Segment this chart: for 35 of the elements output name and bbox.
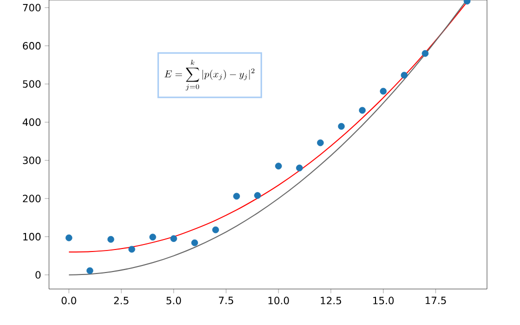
point: [149, 234, 156, 240]
y-tick-label: 200: [22, 194, 41, 202]
point: [338, 122, 345, 130]
y-tick-label: 400: [22, 118, 41, 126]
point: [107, 236, 114, 243]
annotation: $E=\sum_{j=0}^{k}|p(x_j)-y_j|^2$: [164, 60, 254, 90]
x-tick-label: 12.5: [320, 296, 342, 304]
point: [296, 164, 303, 172]
y-tick-label: 0: [36, 271, 41, 279]
y-tick-label: 700: [23, 4, 41, 12]
x-tick-label: 0.0: [62, 296, 76, 304]
point: [422, 50, 429, 57]
x-tick-label: 5.0: [166, 296, 181, 304]
point: [254, 192, 261, 199]
point: [191, 239, 198, 246]
y-tick-label: 600: [22, 42, 41, 50]
point: [86, 267, 94, 274]
y-tick-label: 300: [22, 156, 41, 164]
x-tick-label: 7.5: [218, 296, 234, 304]
point: [128, 246, 136, 253]
point: [66, 234, 72, 242]
point: [275, 162, 282, 170]
point: [358, 106, 366, 114]
point: [317, 139, 324, 146]
y-tick-label: 100: [23, 232, 41, 240]
x-tick-label: 15.0: [373, 296, 394, 304]
point: [400, 72, 408, 79]
point: [233, 192, 240, 200]
x-tick-label: 17.5: [426, 296, 446, 304]
point: [170, 235, 178, 242]
point: [212, 226, 219, 234]
x-tick-label: 2.5: [114, 296, 128, 304]
y-tick-label: 500: [22, 80, 41, 88]
x-tick-label: 10.0: [268, 296, 289, 304]
point: [380, 88, 387, 95]
